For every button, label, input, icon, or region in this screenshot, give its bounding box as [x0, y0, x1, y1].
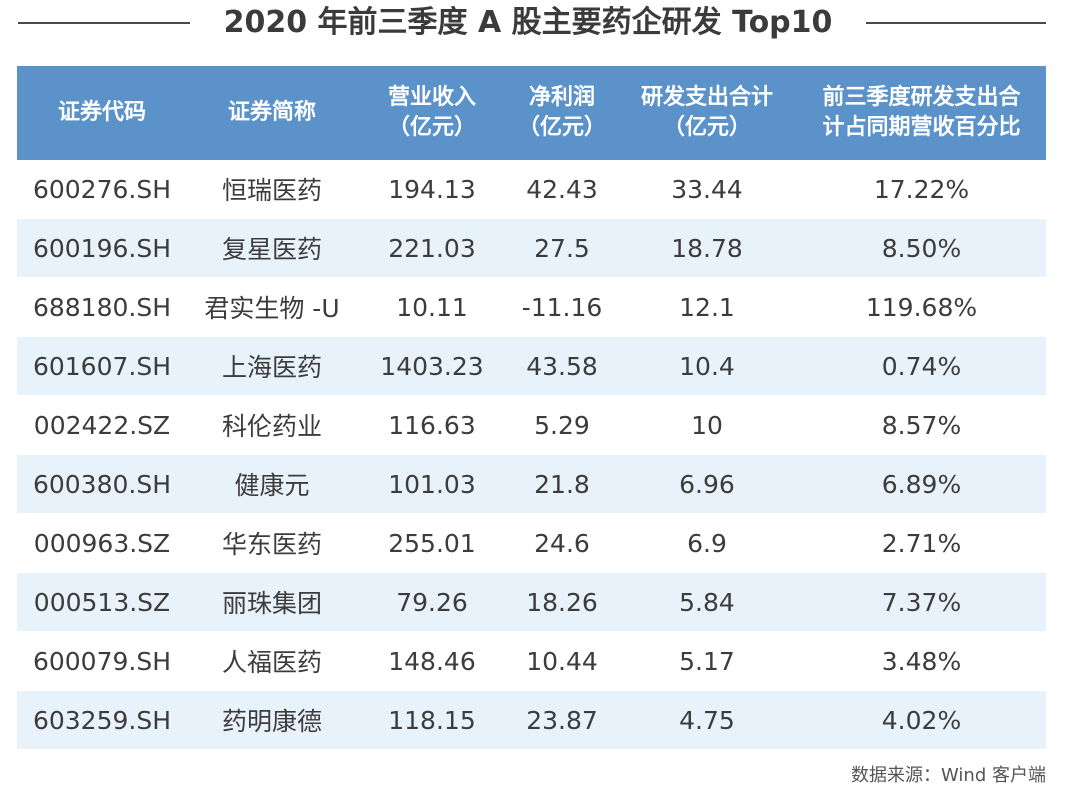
- cell-code: 688180.SH: [17, 277, 187, 337]
- cell-name: 华东医药: [187, 513, 357, 573]
- cell-rd-ratio: 8.57%: [797, 395, 1046, 455]
- cell-revenue: 221.03: [357, 218, 507, 278]
- table-row: 000513.SZ 丽珠集团 79.26 18.26 5.84 7.37%: [17, 572, 1046, 632]
- title-rule-right: [866, 22, 1046, 24]
- cell-name: 人福医药: [187, 631, 357, 691]
- cell-net-profit: 43.58: [507, 336, 617, 396]
- cell-name: 复星医药: [187, 218, 357, 278]
- table-row: 000963.SZ 华东医药 255.01 24.6 6.9 2.71%: [17, 513, 1046, 573]
- table-row: 600276.SH 恒瑞医药 194.13 42.43 33.44 17.22%: [17, 160, 1046, 219]
- cell-rd-ratio: 3.48%: [797, 631, 1046, 691]
- cell-code: 600079.SH: [17, 631, 187, 691]
- cell-revenue: 194.13: [357, 160, 507, 219]
- cell-rd-spending: 10: [617, 395, 797, 455]
- cell-code: 000513.SZ: [17, 572, 187, 632]
- cell-rd-ratio: 4.02%: [797, 690, 1046, 750]
- header-security-name: 证券简称: [187, 66, 357, 160]
- cell-rd-ratio: 2.71%: [797, 513, 1046, 573]
- header-rd-spending: 研发支出合计 （亿元）: [617, 66, 797, 160]
- cell-rd-ratio: 6.89%: [797, 454, 1046, 514]
- cell-rd-ratio: 7.37%: [797, 572, 1046, 632]
- cell-revenue: 148.46: [357, 631, 507, 691]
- cell-net-profit: 42.43: [507, 160, 617, 219]
- header-revenue: 营业收入 （亿元）: [357, 66, 507, 160]
- cell-net-profit: 10.44: [507, 631, 617, 691]
- cell-rd-spending: 6.96: [617, 454, 797, 514]
- table-row: 600196.SH 复星医药 221.03 27.5 18.78 8.50%: [17, 218, 1046, 278]
- cell-net-profit: 5.29: [507, 395, 617, 455]
- cell-code: 600276.SH: [17, 160, 187, 219]
- header-rd-ratio: 前三季度研发支出合 计占同期营收百分比: [797, 66, 1046, 160]
- cell-rd-spending: 33.44: [617, 160, 797, 219]
- cell-rd-spending: 18.78: [617, 218, 797, 278]
- cell-net-profit: 21.8: [507, 454, 617, 514]
- table-row: 603259.SH 药明康德 118.15 23.87 4.75 4.02%: [17, 690, 1046, 750]
- cell-revenue: 118.15: [357, 690, 507, 750]
- cell-revenue: 10.11: [357, 277, 507, 337]
- cell-rd-spending: 12.1: [617, 277, 797, 337]
- cell-rd-ratio: 119.68%: [797, 277, 1046, 337]
- cell-rd-ratio: 17.22%: [797, 160, 1046, 219]
- header-net-profit: 净利润 （亿元）: [507, 66, 617, 160]
- table-header-row: 证券代码 证券简称 营业收入 （亿元） 净利润 （亿元） 研发支出合计 （亿元） 前三…: [17, 66, 1046, 160]
- rd-top10-table: 证券代码 证券简称 营业收入 （亿元） 净利润 （亿元） 研发支出合计 （亿元） 前三…: [17, 66, 1046, 750]
- cell-code: 601607.SH: [17, 336, 187, 396]
- cell-name: 上海医药: [187, 336, 357, 396]
- table-row: 600380.SH 健康元 101.03 21.8 6.96 6.89%: [17, 454, 1046, 514]
- cell-net-profit: 27.5: [507, 218, 617, 278]
- cell-net-profit: 23.87: [507, 690, 617, 750]
- cell-name: 健康元: [187, 454, 357, 514]
- cell-code: 600196.SH: [17, 218, 187, 278]
- page-title: 2020 年前三季度 A 股主要药企研发 Top10: [223, 5, 833, 40]
- header-security-code: 证券代码: [17, 66, 187, 160]
- table-row: 002422.SZ 科伦药业 116.63 5.29 10 8.57%: [17, 395, 1046, 455]
- cell-name: 科伦药业: [187, 395, 357, 455]
- title-rule-left: [18, 22, 190, 24]
- cell-revenue: 79.26: [357, 572, 507, 632]
- title-bar: 2020 年前三季度 A 股主要药企研发 Top10: [0, 0, 1080, 50]
- cell-rd-spending: 6.9: [617, 513, 797, 573]
- cell-revenue: 1403.23: [357, 336, 507, 396]
- cell-name: 恒瑞医药: [187, 160, 357, 219]
- cell-name: 丽珠集团: [187, 572, 357, 632]
- cell-code: 000963.SZ: [17, 513, 187, 573]
- cell-net-profit: 18.26: [507, 572, 617, 632]
- source-note: 数据来源：Wind 客户端: [851, 765, 1046, 786]
- cell-rd-spending: 5.17: [617, 631, 797, 691]
- cell-net-profit: -11.16: [507, 277, 617, 337]
- table-row: 601607.SH 上海医药 1403.23 43.58 10.4 0.74%: [17, 336, 1046, 396]
- cell-code: 600380.SH: [17, 454, 187, 514]
- cell-name: 君实生物 -U: [187, 277, 357, 337]
- cell-net-profit: 24.6: [507, 513, 617, 573]
- cell-rd-ratio: 0.74%: [797, 336, 1046, 396]
- cell-revenue: 255.01: [357, 513, 507, 573]
- cell-revenue: 101.03: [357, 454, 507, 514]
- cell-rd-spending: 5.84: [617, 572, 797, 632]
- cell-rd-spending: 4.75: [617, 690, 797, 750]
- cell-revenue: 116.63: [357, 395, 507, 455]
- table-row: 600079.SH 人福医药 148.46 10.44 5.17 3.48%: [17, 631, 1046, 691]
- cell-rd-ratio: 8.50%: [797, 218, 1046, 278]
- cell-name: 药明康德: [187, 690, 357, 750]
- cell-code: 002422.SZ: [17, 395, 187, 455]
- cell-rd-spending: 10.4: [617, 336, 797, 396]
- cell-code: 603259.SH: [17, 690, 187, 750]
- table-row: 688180.SH 君实生物 -U 10.11 -11.16 12.1 119.…: [17, 277, 1046, 337]
